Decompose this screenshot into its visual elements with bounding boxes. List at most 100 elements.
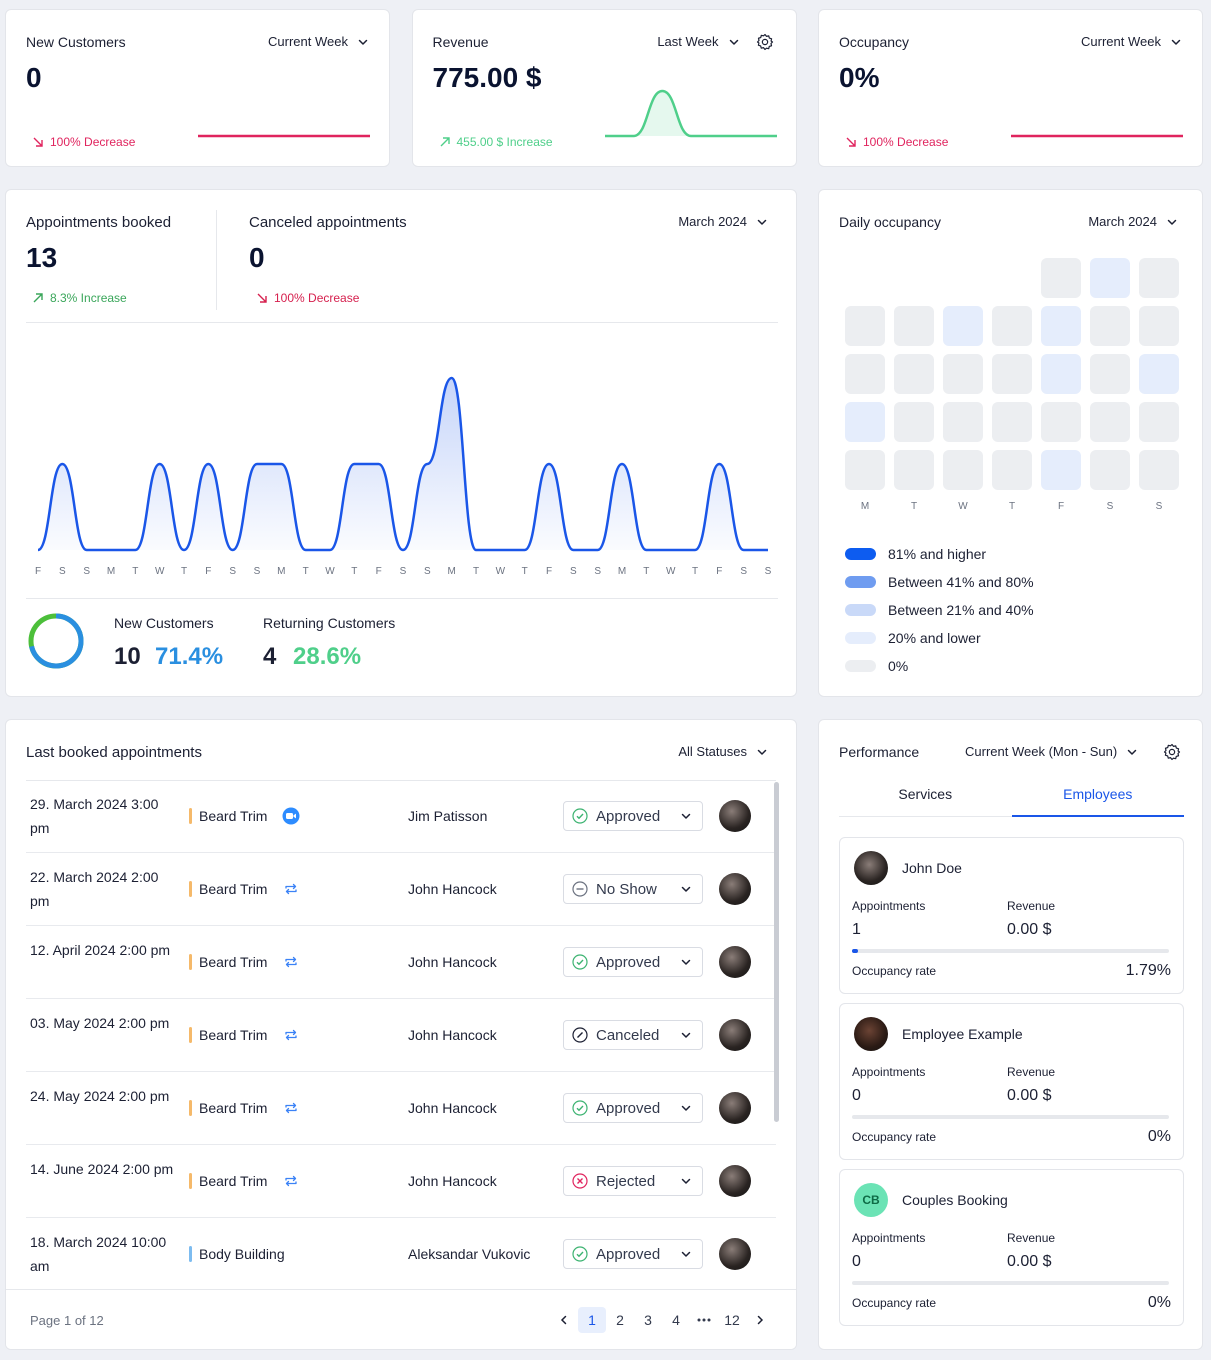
legend-label: Between 21% and 40% [888,602,1034,618]
kpi-card: Revenue Last Week 775.00 $ 455.00 $ Increas… [411,9,797,167]
service-marker [189,881,192,897]
status-icon [572,1246,588,1262]
page-button[interactable]: 2 [616,1312,624,1328]
donut [28,613,84,669]
status-select[interactable]: Rejected [563,1166,703,1196]
x-tick-label: F [376,566,382,577]
stat-change: 8.3% Increase [50,291,127,305]
x-tick-label: M [107,566,115,577]
avatar [854,1017,888,1051]
weekday-label: T [910,501,918,512]
dropdown[interactable]: Current Week [268,34,369,50]
chevron [680,1175,692,1187]
x-tick-label: T [351,566,357,577]
x-tick-label: W [155,566,165,577]
page-button[interactable]: 1 [578,1307,606,1333]
legend-swatch [845,660,876,672]
kpi-card: Occupancy Current Week 0% 100% Decrease [818,9,1203,167]
settings-icon [1163,743,1181,761]
icon [728,36,740,48]
chevron [680,956,692,968]
chart-line [37,376,768,552]
day-cell [1090,402,1130,442]
day-cell [1041,258,1081,298]
weekday-label: W [958,501,968,512]
dropdown[interactable]: All Statuses [678,744,768,760]
footer [6,1289,796,1349]
day-cell [943,306,983,346]
day-cell [943,354,983,394]
chart-area [38,378,768,550]
x-tick-label: T [132,566,138,577]
tab[interactable]: Services [898,786,953,802]
dropdown[interactable]: March 2024 [1088,214,1178,230]
avatar [719,873,751,905]
x-tick-label: S [594,566,601,577]
x-tick-label: W [325,566,335,577]
status-icon [572,1027,588,1043]
dropdown[interactable]: Current Week [1081,34,1182,50]
day-cell [845,450,885,490]
metric-value: 0 [852,1253,861,1270]
status-select[interactable]: No Show [563,874,703,904]
page-button[interactable]: 3 [644,1312,652,1328]
service-marker [189,1027,192,1043]
avatar [719,800,751,832]
page-button[interactable]: 12 [724,1312,740,1328]
row-divider [26,1071,776,1072]
metric-label: Occupancy rate [852,1296,937,1310]
trend-icon [845,136,857,148]
day-cell [1139,306,1179,346]
repeat-icon [283,881,299,897]
dropdown-label: March 2024 [678,214,747,229]
sparkline-line [604,89,777,138]
dropdown[interactable]: March 2024 [678,214,768,230]
scrollbar [774,782,779,1122]
status-label: No Show [596,881,657,898]
x-tick-label: T [303,566,309,577]
tab[interactable]: Employees [1063,786,1133,802]
day-cell [1090,258,1130,298]
appointment-date: 03. May 2024 2:00 pm [30,1015,170,1031]
service-marker [189,1246,192,1262]
day-cell [1090,354,1130,394]
x-tick-label: S [424,566,431,577]
appointment-date: 18. March 2024 10:00 am [30,1234,167,1274]
service-name: Beard Trim [199,954,268,970]
dropdown[interactable]: Last Week [657,34,739,50]
divider [216,210,217,310]
metric-value: 0.00 $ [1007,921,1052,938]
kpi-title: New Customers [26,34,126,50]
next-page[interactable] [754,1314,766,1326]
status-label: Approved [596,1246,661,1263]
status-icon [572,881,588,897]
dropdown[interactable]: Current Week (Mon - Sun) [965,744,1138,760]
legend-swatch [845,548,876,560]
legend-label: 81% and higher [888,546,987,562]
x-tick-label: W [496,566,506,577]
day-cell [894,450,934,490]
service-name: Beard Trim [199,1100,268,1116]
status-select[interactable]: Canceled [563,1020,703,1050]
kpi-value: 0 [26,62,42,93]
employee-card: Employee Example Appointments 0 Revenue 0.00… [839,1003,1184,1160]
chevron [680,810,692,822]
status-select[interactable]: Approved [563,1239,703,1269]
legend-title: New Customers [114,615,214,631]
avatar [719,946,751,978]
status-select[interactable]: Approved [563,947,703,977]
trend-icon [256,292,268,304]
prev-page[interactable] [558,1314,570,1326]
metric-label: Revenue [1007,1231,1056,1245]
x-tick-label: T [643,566,649,577]
status-select[interactable]: Approved [563,1093,703,1123]
appointments-table-card: Last booked appointments All Statuses 29. … [5,719,797,1350]
status-label: Canceled [596,1027,660,1044]
sparkline-area [604,91,777,136]
page-button[interactable]: 4 [672,1312,680,1328]
status-select[interactable]: Approved [563,801,703,831]
weekday-label: F [1057,501,1065,512]
progress-track [852,949,1169,953]
customer-name: Aleksandar Vukovic [408,1246,531,1262]
x-tick-label: S [740,566,747,577]
